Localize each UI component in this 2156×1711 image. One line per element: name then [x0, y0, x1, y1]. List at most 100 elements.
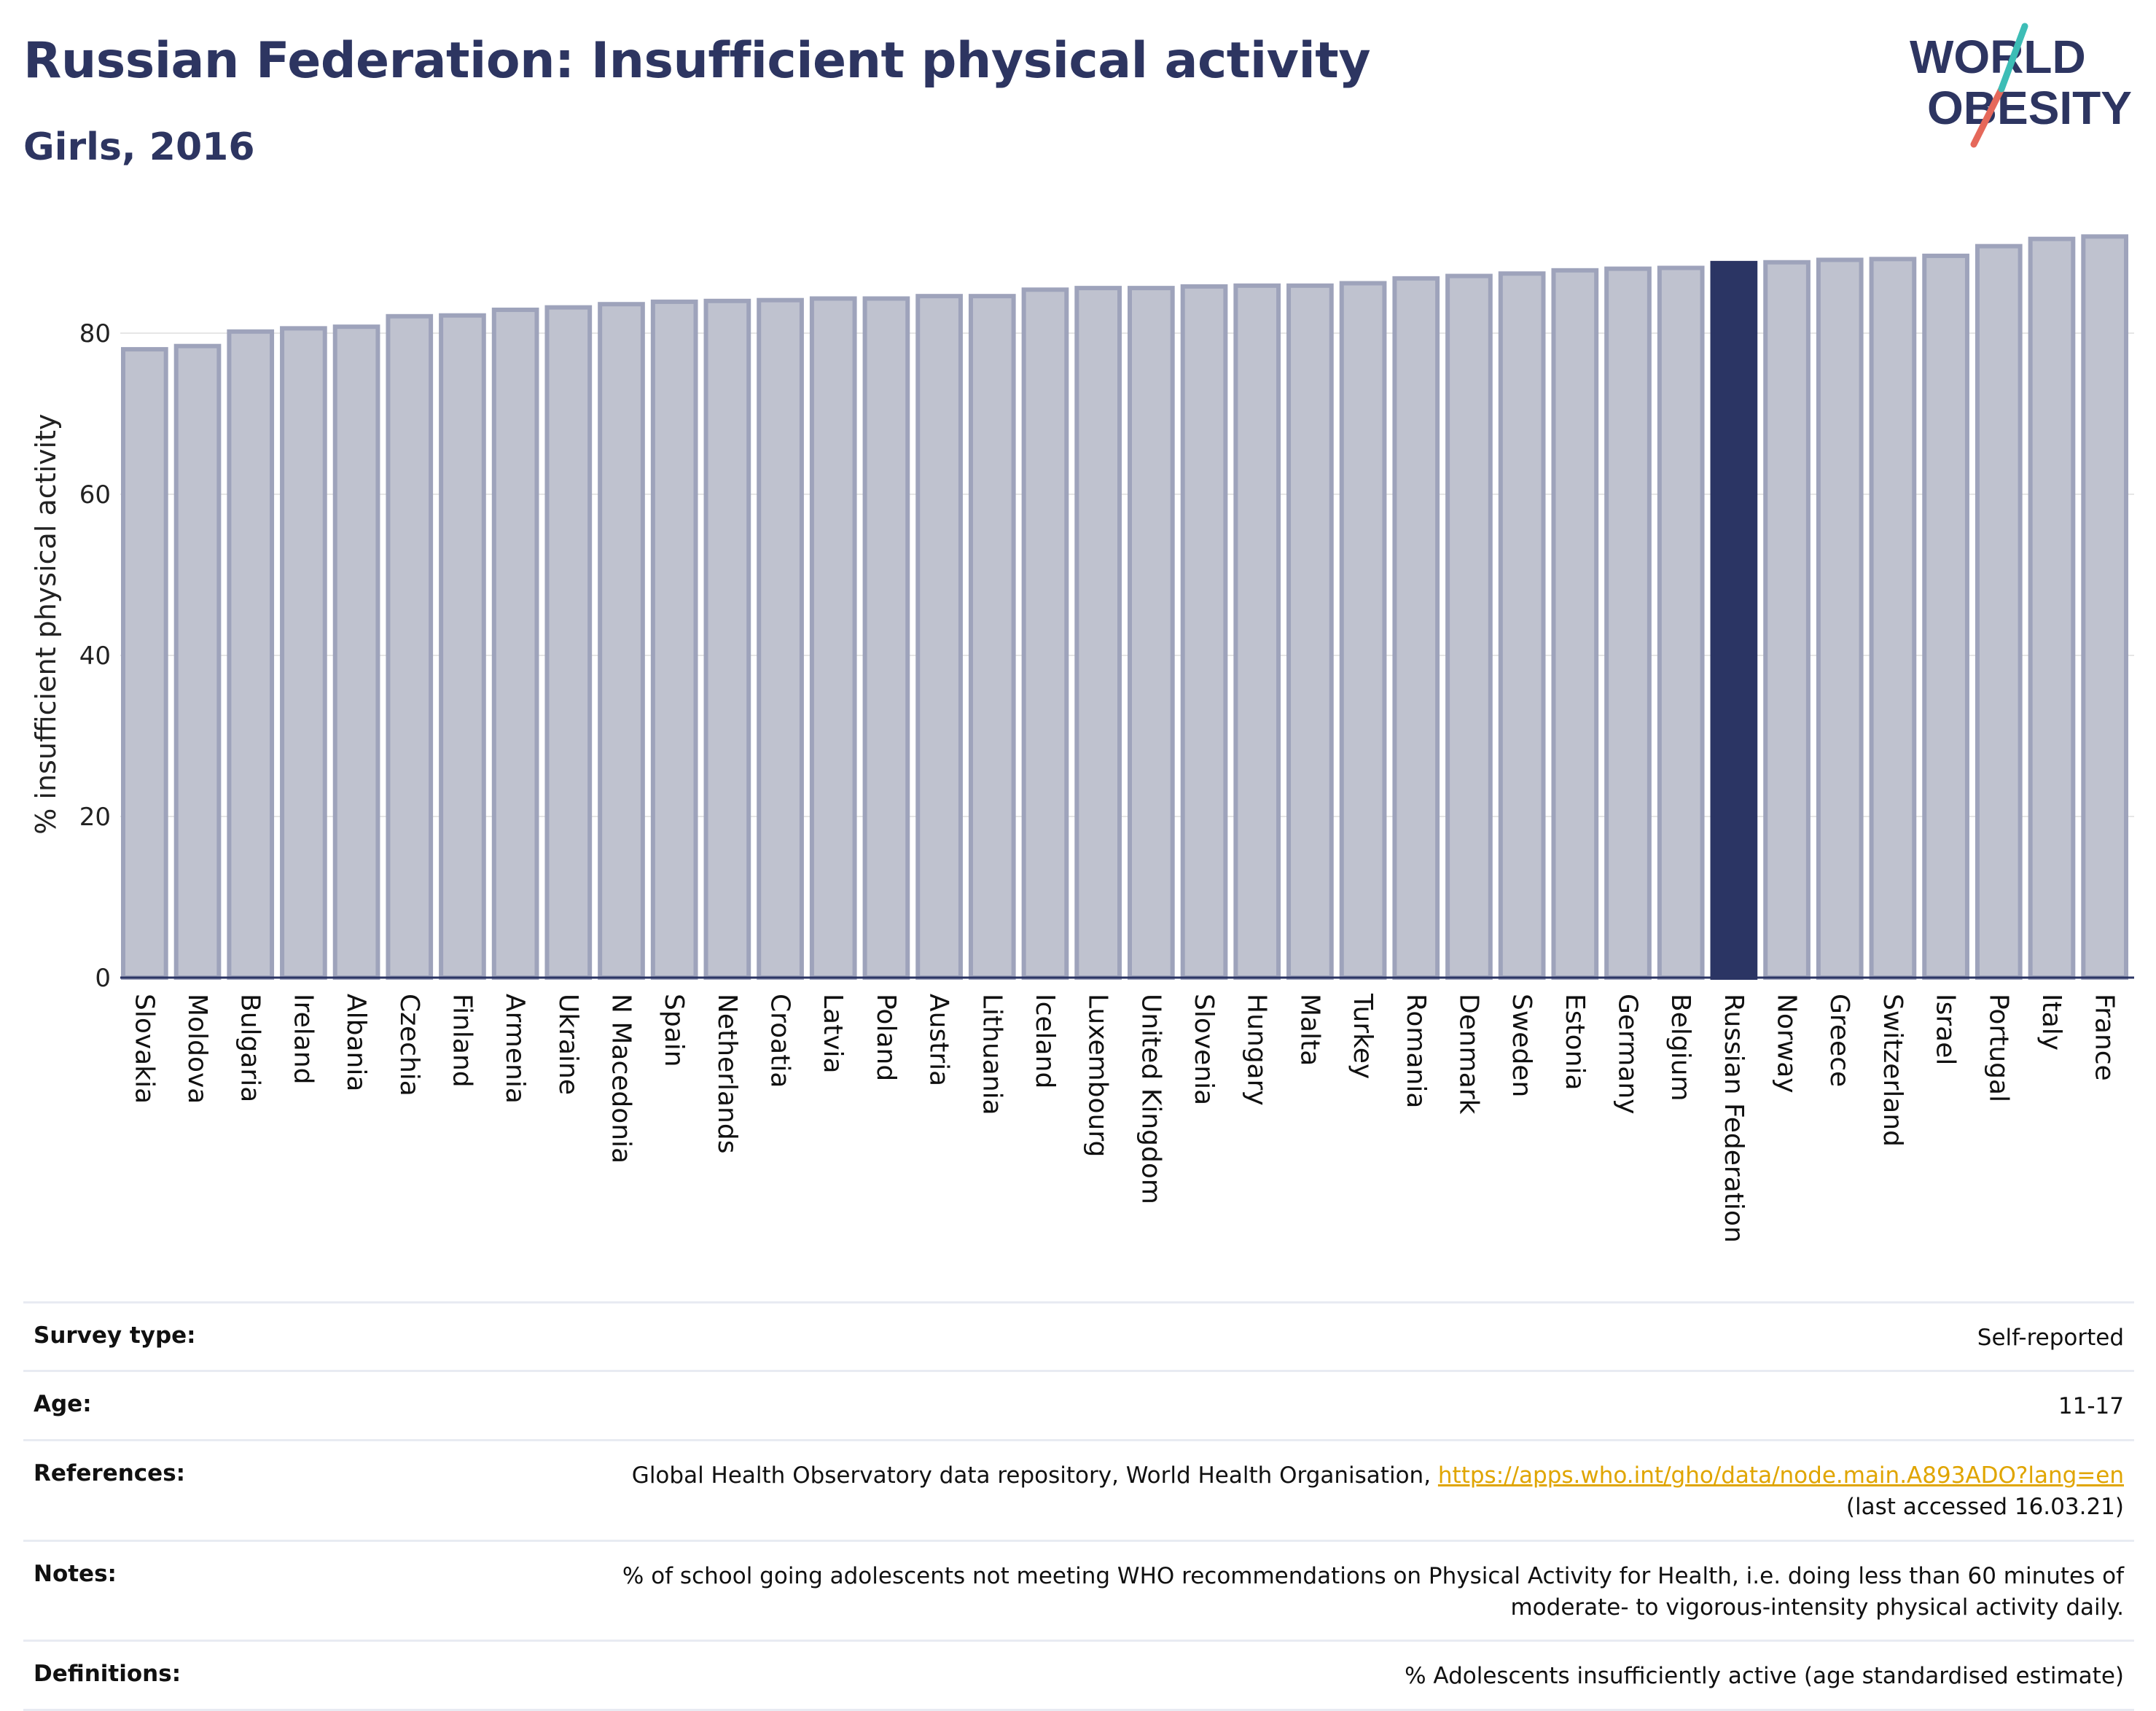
info-row-references: References: Global Health Observatory da…: [23, 1438, 2134, 1540]
logo-text-obesity: OBESITY: [1927, 82, 2132, 134]
info-value: 11-17: [2058, 1393, 2124, 1420]
bar: [1021, 287, 1069, 980]
x-tick-label: Turkey: [1348, 993, 1378, 1079]
bar: [121, 347, 168, 981]
bar: [598, 302, 645, 981]
logo-slash-teal: [1998, 23, 2028, 93]
bar: [1604, 266, 1652, 981]
bar: [1286, 283, 1334, 980]
x-tick-label: Denmark: [1453, 994, 1483, 1115]
bar: [1975, 243, 2023, 981]
bar: [227, 329, 275, 981]
bar: [332, 324, 380, 981]
x-tick-label: Slovenia: [1189, 994, 1219, 1105]
info-row-notes: Notes: % of school going adolescents not…: [23, 1539, 2134, 1640]
x-tick-label: Switzerland: [1878, 994, 1907, 1147]
bar-chart: 0 20 40 60 80 % insufficient physical activit…: [30, 234, 2134, 1243]
x-tick-label: Sweden: [1507, 994, 1536, 1097]
y-tick-label: 20: [79, 803, 111, 832]
bar: [1233, 283, 1281, 980]
info-value: Global Health Observatory data repositor…: [632, 1460, 2124, 1524]
x-tick-label: Germany: [1613, 994, 1643, 1114]
x-tick-label: Latvia: [818, 994, 848, 1074]
bar: [809, 296, 857, 980]
x-tick-label: Hungary: [1242, 994, 1272, 1106]
bar: [1816, 257, 1864, 980]
bar: [1498, 271, 1546, 981]
bar: [1445, 273, 1493, 981]
x-tick-label: Austria: [924, 994, 954, 1086]
x-tick-label: Spain: [659, 994, 689, 1067]
x-tick-label: Croatia: [765, 994, 795, 1088]
world-obesity-logo: WORLD OBESITY: [1895, 22, 2143, 153]
reference-accessed: (last accessed 16.03.21): [1846, 1494, 2124, 1521]
info-value: % of school going adolescents not meetin…: [622, 1561, 2124, 1624]
x-tick-label: United Kingdom: [1136, 994, 1165, 1204]
x-tick-label: Bulgaria: [235, 994, 265, 1102]
x-tick-label: Israel: [1931, 994, 1961, 1065]
info-row-survey-type: Survey type: Self-reported: [23, 1301, 2134, 1370]
y-tick-label: 80: [79, 319, 111, 348]
x-tick-label: Ukraine: [553, 994, 583, 1095]
x-tick-label: Romania: [1401, 994, 1431, 1108]
x-tick-label: N Macedonia: [606, 994, 636, 1164]
x-tick-label: Estonia: [1560, 994, 1590, 1091]
bar: [650, 299, 698, 980]
bar: [491, 307, 539, 980]
bar: [1339, 281, 1387, 980]
reference-text: Global Health Observatory data repositor…: [631, 1462, 1438, 1489]
x-tick-label: Malta: [1294, 994, 1324, 1066]
bar: [1128, 286, 1175, 980]
bar: [2028, 236, 2076, 980]
bar: [968, 294, 1016, 981]
y-tick-label: 0: [95, 964, 111, 993]
bar: [1763, 260, 1811, 980]
x-tick-label: Luxembourg: [1083, 994, 1113, 1157]
x-tick-label: Albania: [341, 994, 371, 1091]
y-axis-label: % insufficient physical activity: [30, 413, 62, 834]
x-tick-label: Moldova: [182, 994, 212, 1104]
bar: [915, 294, 963, 981]
x-tick-label: Portugal: [1983, 994, 2013, 1102]
bar: [544, 305, 593, 980]
x-tick-label: Netherlands: [712, 994, 742, 1153]
page-title: Russian Federation: Insufficient physica…: [23, 32, 1371, 90]
x-tick-label: Czechia: [394, 994, 424, 1096]
info-row-age: Age: 11-17: [23, 1370, 2134, 1438]
x-tick-label: Belgium: [1665, 994, 1695, 1102]
info-value: Self-reported: [1977, 1325, 2124, 1351]
bar: [2081, 234, 2128, 980]
info-row-definitions: Definitions: % Adolescents insufficientl…: [23, 1640, 2134, 1711]
x-tick-label: Italy: [2036, 994, 2066, 1051]
info-value: % Adolescents insufficiently active (age…: [1405, 1663, 2124, 1690]
bar: [439, 313, 486, 980]
bar: [1074, 286, 1122, 980]
x-tick-label: Slovakia: [129, 994, 159, 1104]
x-tick-label: France: [2090, 994, 2120, 1081]
info-table: Survey type: Self-reported Age: 11-17 Re…: [23, 1301, 2134, 1711]
x-tick-label: Norway: [1772, 994, 1802, 1094]
reference-link[interactable]: https://apps.who.int/gho/data/node.main.…: [1437, 1462, 2124, 1489]
x-tick-label: Russian Federation: [1719, 994, 1749, 1243]
bar: [703, 298, 751, 980]
bar: [1180, 284, 1228, 981]
notes-line-2: moderate- to vigorous-intensity physical…: [1510, 1594, 2124, 1621]
bar: [386, 313, 434, 981]
x-tick-label: Greece: [1824, 994, 1854, 1087]
info-key: Definitions:: [34, 1661, 181, 1688]
x-tick-label: Iceland: [1030, 994, 1060, 1088]
bar: [173, 343, 222, 980]
bar: [280, 326, 327, 980]
info-key: Notes:: [34, 1560, 117, 1587]
bar: [1710, 260, 1758, 980]
info-key: Age:: [34, 1391, 92, 1418]
bar: [1551, 268, 1599, 980]
page-subtitle: Girls, 2016: [23, 125, 255, 169]
bar: [1869, 257, 1917, 980]
y-tick-label: 60: [79, 480, 111, 510]
notes-line-1: % of school going adolescents not meetin…: [622, 1562, 2124, 1589]
x-tick-label: Armenia: [500, 994, 530, 1104]
bar: [1657, 265, 1705, 980]
bar: [757, 297, 804, 980]
info-key: References:: [34, 1459, 186, 1486]
